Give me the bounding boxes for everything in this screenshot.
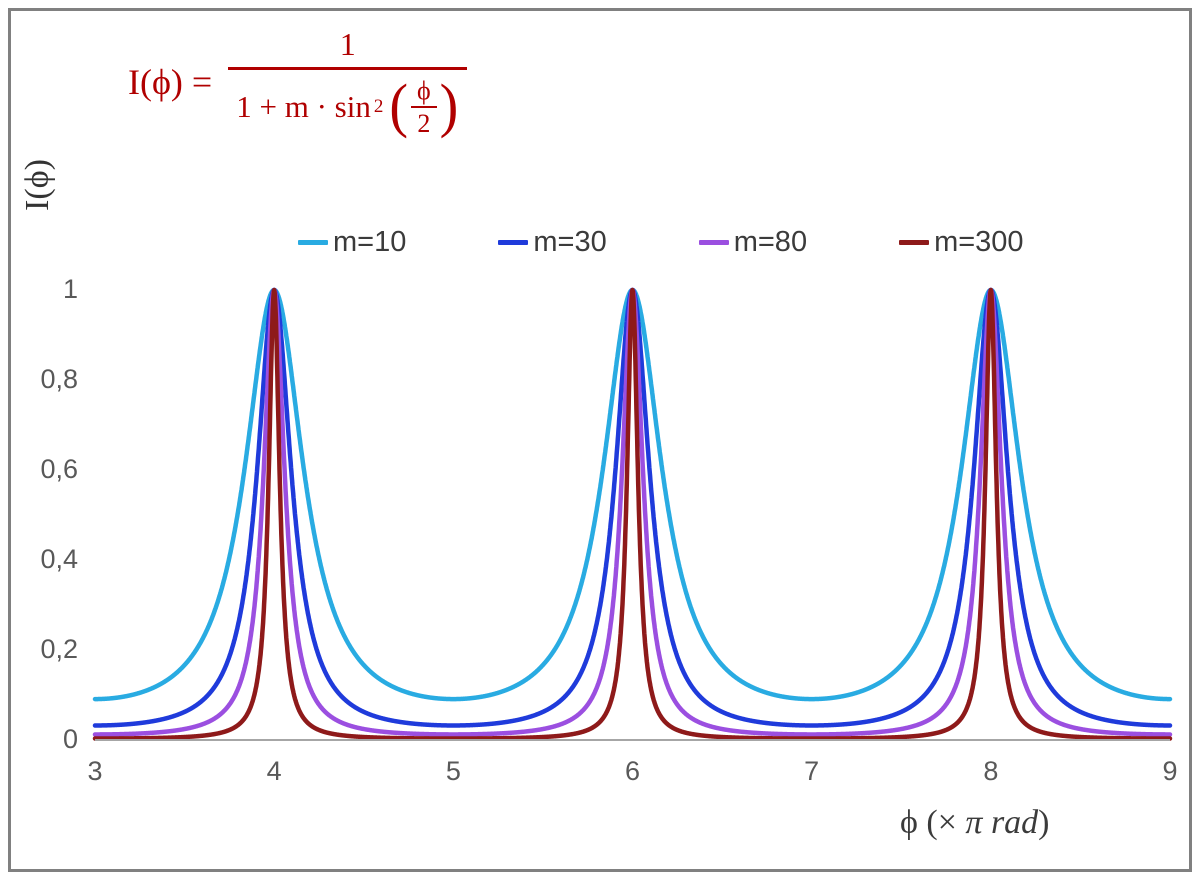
y-tick-label: 0 [62, 723, 78, 754]
formula-exponent: 2 [373, 96, 384, 118]
y-axis-label: I(ϕ) [19, 159, 56, 211]
x-axis-label-suffix: ) [1038, 804, 1050, 841]
y-tick-label: 0,8 [40, 363, 78, 394]
y-axis-ticks: 0 0,2 0,4 0,6 0,8 1 [12, 274, 78, 754]
formula: I(ϕ) = 1 1 + m · sin 2 ( ϕ 2 ) [128, 26, 468, 140]
x-tick-label: 7 [804, 756, 820, 786]
curve-m=30 [92, 287, 1173, 728]
legend-item: m=30 [498, 226, 607, 259]
legend-line-swatch [698, 240, 729, 245]
x-tick-label: 4 [266, 756, 282, 786]
x-axis-label-unit: π rad [965, 804, 1039, 841]
x-tick-label: 3 [87, 756, 103, 786]
inner-numerator: ϕ [410, 77, 437, 109]
legend-label: m=300 [934, 226, 1024, 258]
legend-line-swatch [899, 240, 930, 245]
legend-label: m=80 [733, 226, 808, 258]
plot-area [92, 287, 1173, 741]
formula-lhs: I(ϕ) = [128, 61, 213, 102]
x-axis-label-prefix: ϕ (× [900, 804, 966, 841]
x-tick-label: 6 [624, 756, 641, 786]
formula-den-text: 1 + m · sin [236, 89, 371, 125]
x-tick-label: 8 [983, 756, 999, 786]
y-tick-label: 0,2 [40, 633, 78, 664]
legend-line-swatch [498, 240, 529, 245]
x-tick-label: 5 [445, 756, 461, 786]
inner-denominator: 2 [417, 109, 431, 139]
legend-label: m=30 [533, 226, 607, 258]
legend-label: m=10 [333, 226, 407, 258]
y-tick-label: 0,6 [40, 453, 78, 484]
x-axis-ticks: 3 4 5 6 7 8 9 [87, 756, 1177, 790]
inner-fraction: ϕ 2 [410, 77, 437, 139]
legend-item: m=300 [899, 226, 1024, 259]
curve-m=300 [92, 287, 1173, 741]
formula-fraction: 1 1 + m · sin 2 ( ϕ 2 ) [228, 26, 468, 140]
y-tick-label: 0,4 [40, 543, 78, 574]
legend-item: m=80 [698, 226, 808, 259]
close-paren: ) [439, 72, 459, 140]
formula-numerator: 1 [339, 26, 356, 62]
legend: m=10 m=30 m=80 m=300 [298, 226, 1024, 259]
y-tick-label: 1 [62, 273, 78, 304]
legend-item: m=10 [298, 226, 406, 259]
open-paren: ( [389, 72, 408, 140]
x-axis-line [95, 738, 1170, 741]
plot-svg [92, 287, 1173, 741]
x-axis-label: ϕ (× π rad) [900, 804, 1050, 842]
legend-line-swatch [298, 240, 328, 245]
x-tick-label: 9 [1162, 756, 1178, 786]
formula-denominator: 1 + m · sin 2 ( ϕ 2 ) [228, 66, 468, 140]
curve-m=80 [92, 287, 1173, 737]
